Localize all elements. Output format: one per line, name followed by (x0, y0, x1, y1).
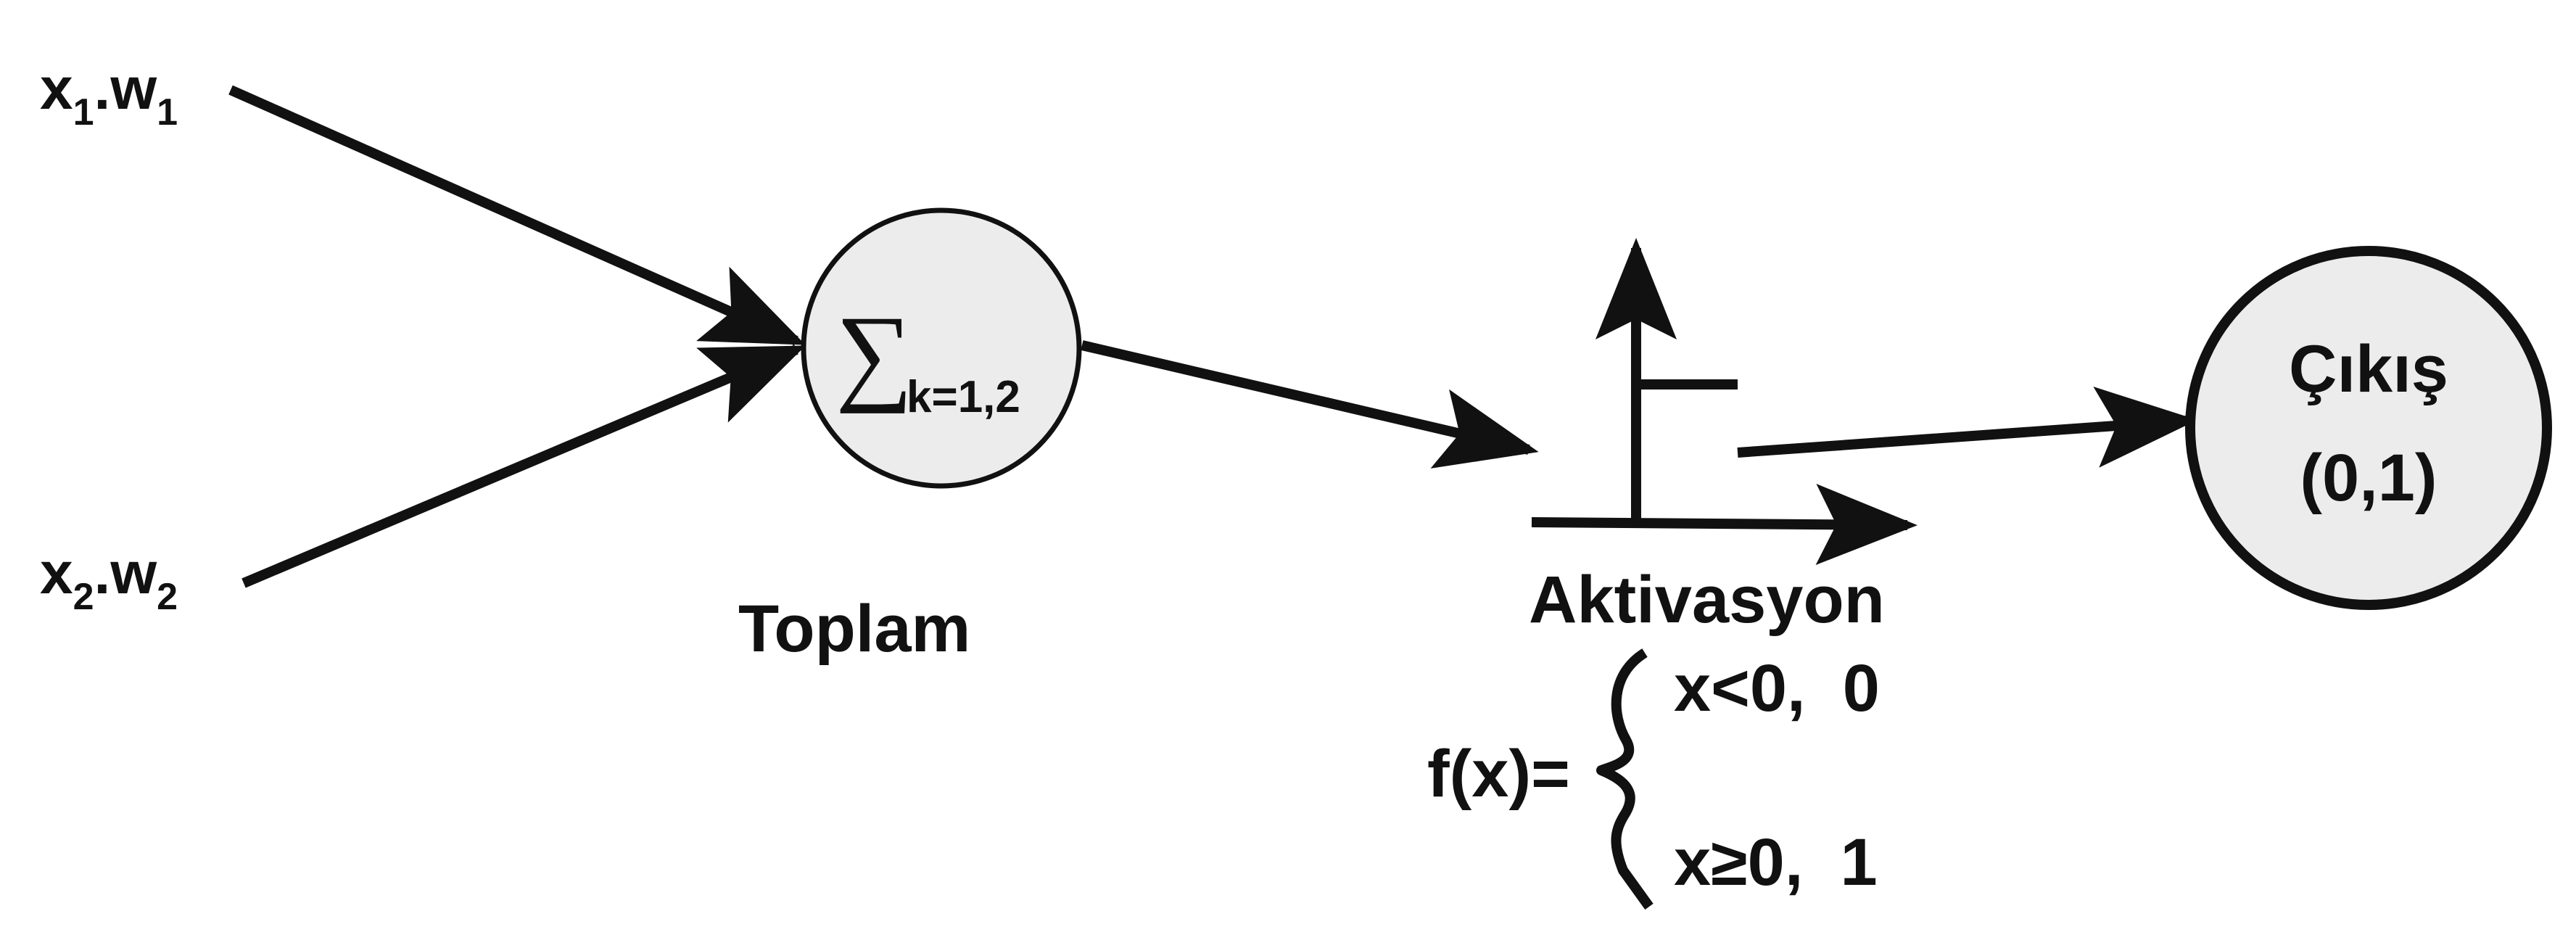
input-1-w: w (110, 56, 157, 122)
output-label: Çıkış (2289, 332, 2448, 406)
function-lhs: f(x)= (1427, 737, 1570, 811)
activation-function: f(x)= x<0, 0 x≥0, 1 (1427, 648, 1880, 910)
input-2-x-subscript: 2 (73, 576, 94, 618)
sum-node-circle (801, 207, 1082, 489)
input-1-x-subscript: 1 (73, 91, 94, 133)
input-1-x: x (40, 56, 73, 122)
function-case-negative: x<0, 0 (1674, 651, 1880, 725)
input-2-label: x2.w2 (40, 540, 178, 618)
sigma-symbol: ∑ (835, 294, 913, 414)
output-node-circle (2185, 246, 2552, 610)
output-range: (0,1) (2300, 441, 2437, 515)
input-2-w: w (110, 540, 157, 606)
activation-label: Aktivasyon (1529, 563, 1885, 637)
input-2-arrow (242, 345, 806, 588)
function-brace (1596, 648, 1654, 910)
input-1-w-subscript: 1 (157, 91, 178, 133)
input-1-label: x1.w1 (40, 56, 178, 133)
input-1-dot: . (94, 56, 111, 122)
input-1-arrow (228, 85, 806, 346)
sum-to-activation-arrow (1081, 340, 1539, 469)
input-2-w-subscript: 2 (157, 576, 178, 618)
output-node: Çıkış (0,1) (2185, 246, 2552, 610)
sum-subscript: k=1,2 (907, 372, 1020, 422)
input-2-dot: . (94, 540, 111, 606)
sum-label: Toplam (738, 592, 970, 666)
function-case-nonnegative: x≥0, 1 (1674, 825, 1878, 899)
activation-x-axis (1531, 484, 1917, 566)
input-2-x: x (40, 540, 73, 606)
sum-node: ∑ k=1,2 (801, 207, 1082, 489)
activation-to-output-arrow (1737, 387, 2197, 468)
activation-step-graph (1531, 238, 1917, 566)
